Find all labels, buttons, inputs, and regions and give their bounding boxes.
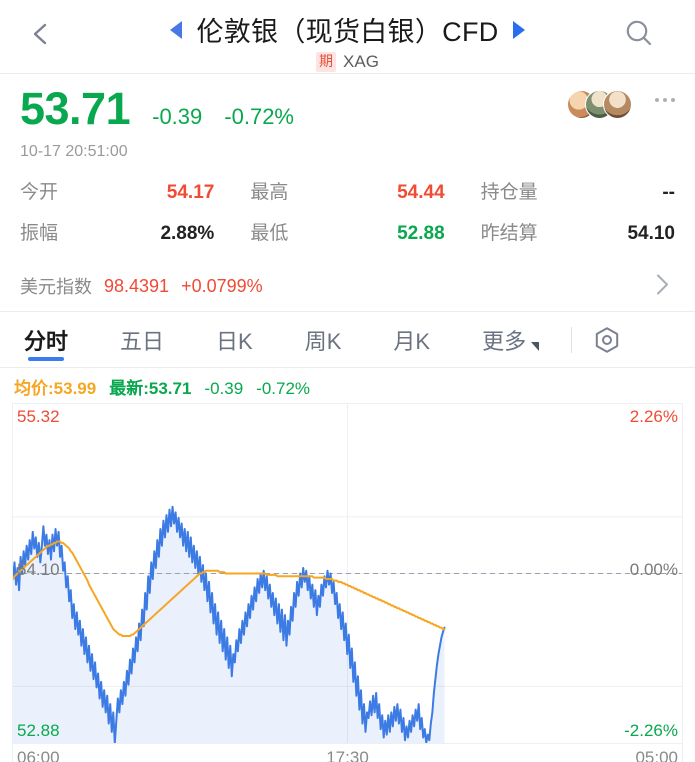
stat-label: 今开 (20, 182, 59, 203)
tab-daily-k[interactable]: 日K (210, 312, 259, 367)
time-tick-end: 05:00 (635, 748, 678, 762)
chart-period-tabs: 分时 五日 日K 周K 月K 更多 (0, 312, 695, 368)
chart-canvas[interactable] (13, 404, 682, 743)
dollar-index-value: 98.4391 (104, 275, 170, 296)
legend-average: 均价:53.99 (14, 379, 97, 398)
axis-label-top-left: 55.32 (17, 407, 60, 426)
stat-open: 今开 54.17 (20, 177, 236, 204)
tab-label: 分时 (24, 328, 69, 354)
tab-more-label: 更多 (482, 328, 527, 354)
time-axis: 06:00 17:30 05:00 (12, 743, 683, 762)
chart-area-fill (13, 506, 445, 743)
axis-label-mid-left: 54.10 (17, 560, 60, 579)
intraday-chart[interactable]: 55.32 2.26% 54.10 0.00% 52.88 -2.26% (12, 403, 683, 743)
avatar-group[interactable] (567, 90, 632, 119)
dollar-index-label: 美元指数 (20, 277, 92, 297)
tab-label: 日K (216, 328, 253, 354)
axis-label-mid-right: 0.00% (629, 560, 678, 579)
stat-label: 昨结算 (480, 223, 538, 244)
stat-value: 54.10 (627, 223, 675, 244)
caret-down-icon (531, 342, 540, 351)
stat-label: 振幅 (20, 223, 59, 244)
search-icon[interactable] (623, 17, 655, 49)
symbol-code: XAG (343, 52, 379, 71)
tab-monthly-k[interactable]: 月K (387, 312, 436, 367)
tab-intraday[interactable]: 分时 (18, 312, 74, 367)
tab-label: 五日 (120, 328, 165, 354)
back-icon[interactable] (26, 19, 56, 49)
stat-value: 2.88% (160, 223, 215, 244)
stat-value: 54.17 (166, 182, 215, 203)
stat-value: 54.44 (397, 182, 445, 203)
header-title-block: 伦敦银（现货白银）CFD 期 XAG (0, 10, 695, 72)
tab-label: 月K (393, 328, 431, 354)
price-change-pct: -0.72% (224, 104, 294, 129)
stat-label: 最高 (250, 182, 289, 203)
price-summary: 53.71 -0.39 -0.72% 10-17 20:51:00 (0, 74, 695, 161)
legend-change: -0.39 (204, 379, 244, 398)
stats-row: 振幅 2.88% 最低 52.88 昨结算 54.10 (20, 218, 675, 245)
stat-value: 52.88 (397, 223, 445, 244)
legend-last: 最新:53.71 (109, 379, 192, 398)
chart-legend: 均价:53.99 最新:53.71 -0.39 -0.72% (0, 368, 695, 403)
app-header: 伦敦银（现货白银）CFD 期 XAG (0, 0, 695, 74)
stat-prev-settlement: 昨结算 54.10 (467, 218, 675, 245)
stat-low: 最低 52.88 (236, 218, 466, 245)
tab-label: 周K (304, 328, 342, 354)
dollar-index-row[interactable]: 美元指数 98.4391 +0.0799% (0, 263, 695, 312)
tab-five-day[interactable]: 五日 (114, 312, 170, 367)
page-title: 伦敦银（现货白银）CFD (196, 17, 499, 47)
dollar-index-change: +0.0799% (181, 275, 263, 296)
stat-label: 持仓量 (480, 182, 538, 203)
stats-row: 今开 54.17 最高 54.44 持仓量 -- (20, 177, 675, 204)
ellipsis-icon[interactable] (655, 98, 675, 102)
gear-icon[interactable] (592, 325, 622, 355)
last-price: 53.71 (20, 83, 131, 134)
time-tick-mid: 17:30 (326, 748, 369, 762)
futures-tag: 期 (316, 52, 337, 72)
divider (571, 326, 573, 353)
prev-symbol-icon[interactable] (170, 20, 183, 39)
stat-label: 最低 (250, 223, 289, 244)
chart-series-line (13, 542, 445, 636)
chevron-right-icon[interactable] (651, 272, 673, 303)
avatar[interactable] (603, 90, 632, 119)
time-tick-start: 06:00 (17, 748, 60, 762)
tab-weekly-k[interactable]: 周K (299, 312, 348, 367)
quote-timestamp: 10-17 20:51:00 (20, 143, 128, 160)
axis-label-bottom-right: -2.26% (624, 721, 678, 740)
stat-open-interest: 持仓量 -- (467, 177, 675, 204)
legend-change-pct: -0.72% (256, 379, 311, 398)
stats-grid: 今开 54.17 最高 54.44 持仓量 -- 振幅 2.88% 最低 52.… (0, 161, 695, 263)
price-change: -0.39 (152, 104, 203, 129)
axis-label-top-right: 2.26% (629, 407, 678, 426)
tab-more[interactable]: 更多 (476, 312, 545, 367)
axis-label-bottom-left: 52.88 (17, 721, 60, 740)
stat-high: 最高 54.44 (236, 177, 466, 204)
stat-amplitude: 振幅 2.88% (20, 218, 236, 245)
stat-value: -- (662, 182, 675, 203)
chart-series-line (13, 507, 445, 743)
next-symbol-icon[interactable] (512, 20, 525, 39)
